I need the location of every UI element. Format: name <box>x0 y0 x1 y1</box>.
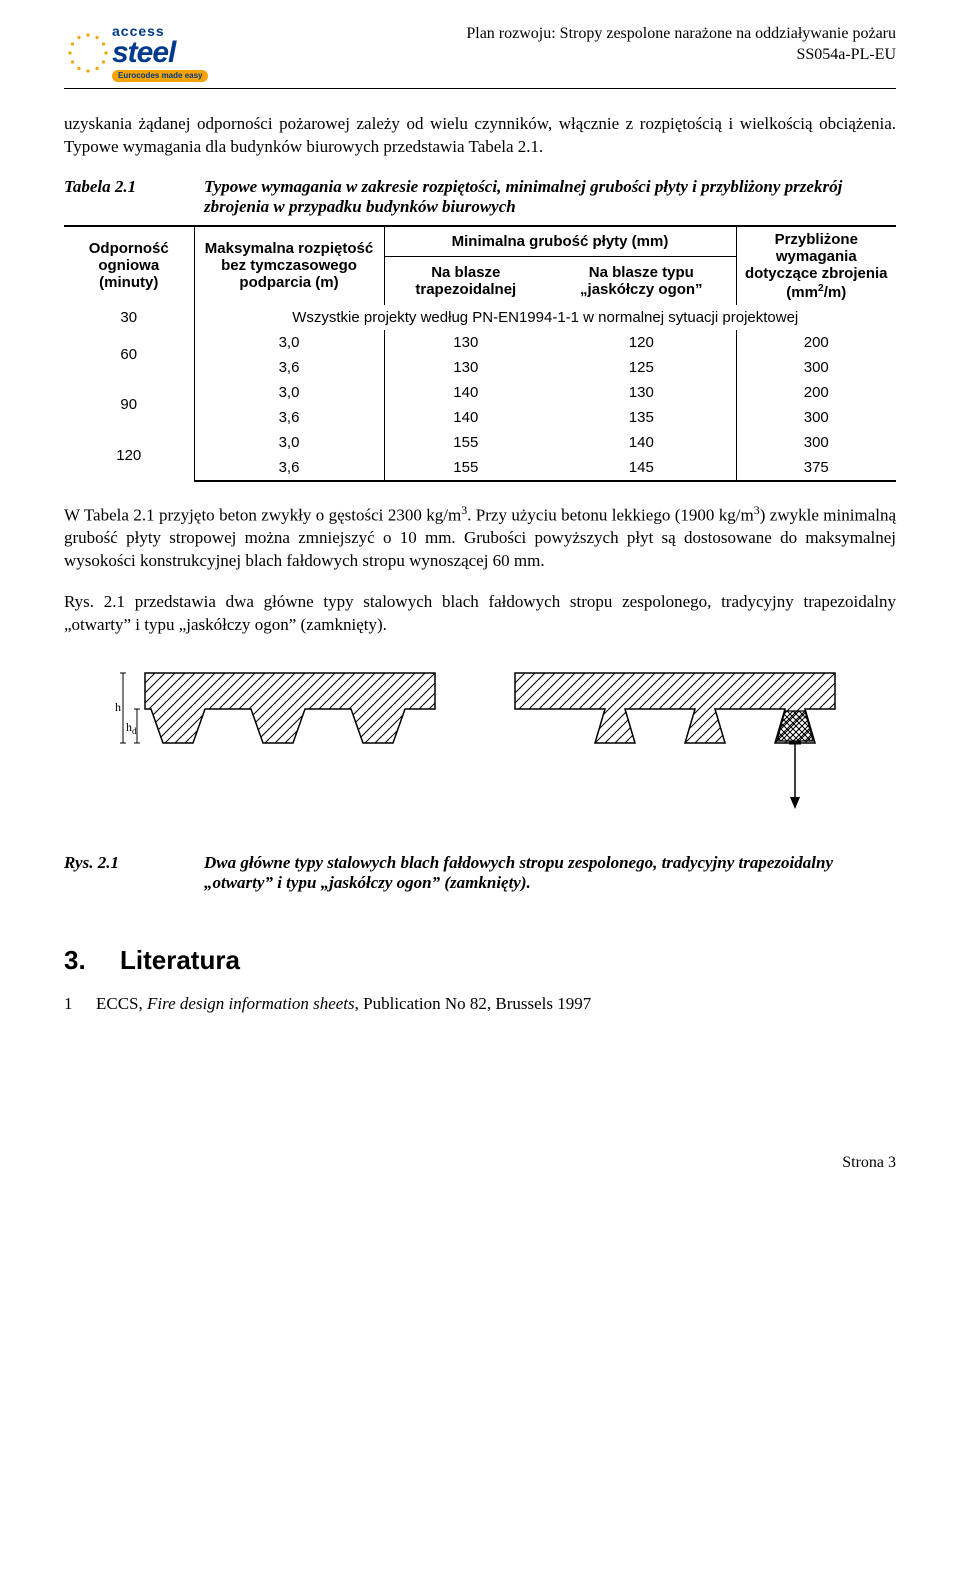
section-title: Literatura <box>120 945 240 975</box>
cell-b: 120 <box>547 330 736 355</box>
cell-span: 3,0 <box>194 430 384 455</box>
brand-text: access steel Eurocodes made easy <box>112 24 208 82</box>
cell-note: Wszystkie projekty według PN-EN1994-1-1 … <box>194 305 896 330</box>
p2-a: W Tabela 2.1 przyjęto beton zwykły o gęs… <box>64 506 461 525</box>
brand-main: steel <box>112 38 208 68</box>
page-header: access steel Eurocodes made easy Plan ro… <box>64 24 896 89</box>
th-trapezoidal: Na blasze trapezoidalnej <box>384 256 547 305</box>
reference-number: 1 <box>64 994 96 1014</box>
th-span: Maksymalna rozpiętość bez tymczasowego p… <box>194 226 384 305</box>
page: access steel Eurocodes made easy Plan ro… <box>0 0 960 1220</box>
th-rebar-b: /m) <box>824 284 847 301</box>
cell-span: 3,0 <box>194 330 384 355</box>
figure-caption-text: Dwa główne typy stalowych blach fałdowyc… <box>204 853 896 893</box>
doc-title: Plan rozwoju: Stropy zespolone narażone … <box>220 24 896 45</box>
doc-code: SS054a-PL-EU <box>220 45 896 66</box>
figure-caption: Rys. 2.1 Dwa główne typy stalowych blach… <box>64 853 896 893</box>
cell-a: 140 <box>384 380 547 405</box>
section-heading-literature: 3.Literatura <box>64 945 896 976</box>
th-rebar-a: Przybliżone wymagania dotyczące zbrojeni… <box>745 231 888 301</box>
ref-title: Fire design information sheets <box>147 994 355 1013</box>
cell-b: 130 <box>547 380 736 405</box>
cell-reb: 300 <box>736 430 896 455</box>
cell-a: 140 <box>384 405 547 430</box>
cell-resistance: 120 <box>64 430 194 481</box>
cell-resistance: 30 <box>64 305 194 330</box>
cell-reb: 200 <box>736 380 896 405</box>
table-row: 60 3,0 130 120 200 <box>64 330 896 355</box>
table-row: 90 3,0 140 130 200 <box>64 380 896 405</box>
spec-table: Odporność ogniowa (minuty) Maksymalna ro… <box>64 225 896 482</box>
cell-span: 3,6 <box>194 405 384 430</box>
cell-span: 3,6 <box>194 355 384 380</box>
th-rebar: Przybliżone wymagania dotyczące zbrojeni… <box>736 226 896 305</box>
eu-stars-icon <box>64 29 112 77</box>
cell-resistance: 60 <box>64 330 194 380</box>
header-meta: Plan rozwoju: Stropy zespolone narażone … <box>220 24 896 66</box>
dim-hd: hd <box>126 720 137 736</box>
cell-reb: 300 <box>736 405 896 430</box>
table-caption-text: Typowe wymagania w zakresie rozpiętości,… <box>204 177 896 217</box>
intro-paragraph: uzyskania żądanej odporności pożarowej z… <box>64 113 896 159</box>
table-row: 30 Wszystkie projekty według PN-EN1994-1… <box>64 305 896 330</box>
ref-b: , Publication No 82, Brussels 1997 <box>355 994 592 1013</box>
paragraph-density: W Tabela 2.1 przyjęto beton zwykły o gęs… <box>64 502 896 573</box>
cell-b: 135 <box>547 405 736 430</box>
page-footer: Strona 3 <box>64 1154 896 1172</box>
reference-text: ECCS, Fire design information sheets, Pu… <box>96 994 896 1014</box>
brand-logo: access steel Eurocodes made easy <box>64 24 220 82</box>
cell-a: 155 <box>384 455 547 481</box>
cell-a: 130 <box>384 330 547 355</box>
cell-b: 125 <box>547 355 736 380</box>
cell-resistance: 90 <box>64 380 194 430</box>
cell-reb: 300 <box>736 355 896 380</box>
reference-item: 1 ECCS, Fire design information sheets, … <box>64 994 896 1014</box>
cell-reb: 375 <box>736 455 896 481</box>
dim-h: h <box>115 700 121 714</box>
section-number: 3. <box>64 945 120 976</box>
ref-a: ECCS, <box>96 994 147 1013</box>
cell-span: 3,6 <box>194 455 384 481</box>
cell-span: 3,0 <box>194 380 384 405</box>
th-thickness: Minimalna grubość płyty (mm) <box>384 226 736 256</box>
figure-caption-key: Rys. 2.1 <box>64 853 204 893</box>
dovetail-profile-icon <box>505 663 845 813</box>
profile-diagram: h hd <box>64 663 896 813</box>
cell-b: 140 <box>547 430 736 455</box>
table-caption-key: Tabela 2.1 <box>64 177 204 217</box>
th-dovetail: Na blasze typu „jaskółczy ogon” <box>547 256 736 305</box>
table-caption: Tabela 2.1 Typowe wymagania w zakresie r… <box>64 177 896 217</box>
trapezoidal-profile-icon: h hd <box>115 663 445 773</box>
cell-a: 155 <box>384 430 547 455</box>
cell-b: 145 <box>547 455 736 481</box>
p2-b: . Przy użyciu betonu lekkiego (1900 kg/m <box>467 506 754 525</box>
brand-tag: Eurocodes made easy <box>112 70 208 82</box>
cell-reb: 200 <box>736 330 896 355</box>
paragraph-figure-intro: Rys. 2.1 przedstawia dwa główne typy sta… <box>64 591 896 637</box>
table-row: 120 3,0 155 140 300 <box>64 430 896 455</box>
th-resistance: Odporność ogniowa (minuty) <box>64 226 194 305</box>
cell-a: 130 <box>384 355 547 380</box>
